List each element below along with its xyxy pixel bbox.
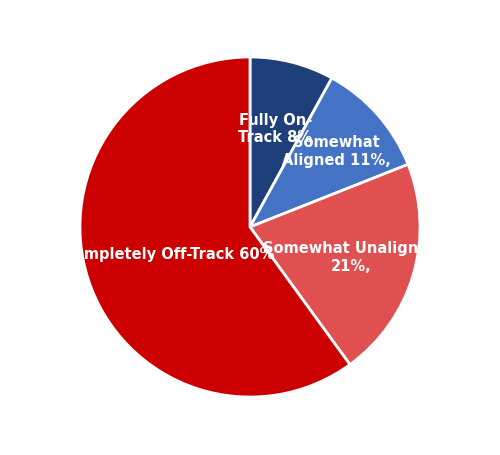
Text: Fully On-
Track 8%: Fully On- Track 8% <box>238 113 312 145</box>
Wedge shape <box>80 58 350 397</box>
Text: Somewhat Unaligned
21%,: Somewhat Unaligned 21%, <box>264 241 439 273</box>
Wedge shape <box>250 165 420 365</box>
Text: Somewhat
Aligned 11%,: Somewhat Aligned 11%, <box>282 135 391 167</box>
Wedge shape <box>250 79 408 228</box>
Wedge shape <box>250 58 332 228</box>
Text: Completely Off-Track 60%: Completely Off-Track 60% <box>64 246 275 261</box>
